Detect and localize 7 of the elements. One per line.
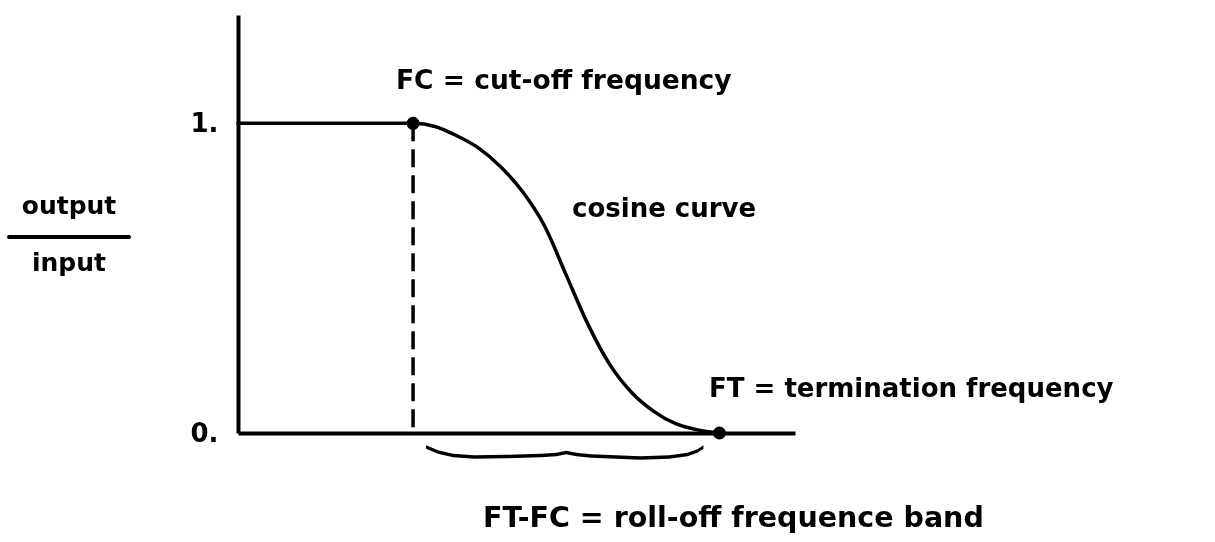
annotation: cosine curve xyxy=(572,193,757,223)
y-tick-label: 1. xyxy=(190,107,219,138)
y-tick-label: 0. xyxy=(190,417,219,448)
y-axis-title: output input xyxy=(21,191,117,277)
annotation: FT = termination frequency xyxy=(709,373,1114,403)
annotation: FC = cut-off frequency xyxy=(396,64,732,95)
text: FT-FC = roll-off frequence band xyxy=(483,501,984,534)
